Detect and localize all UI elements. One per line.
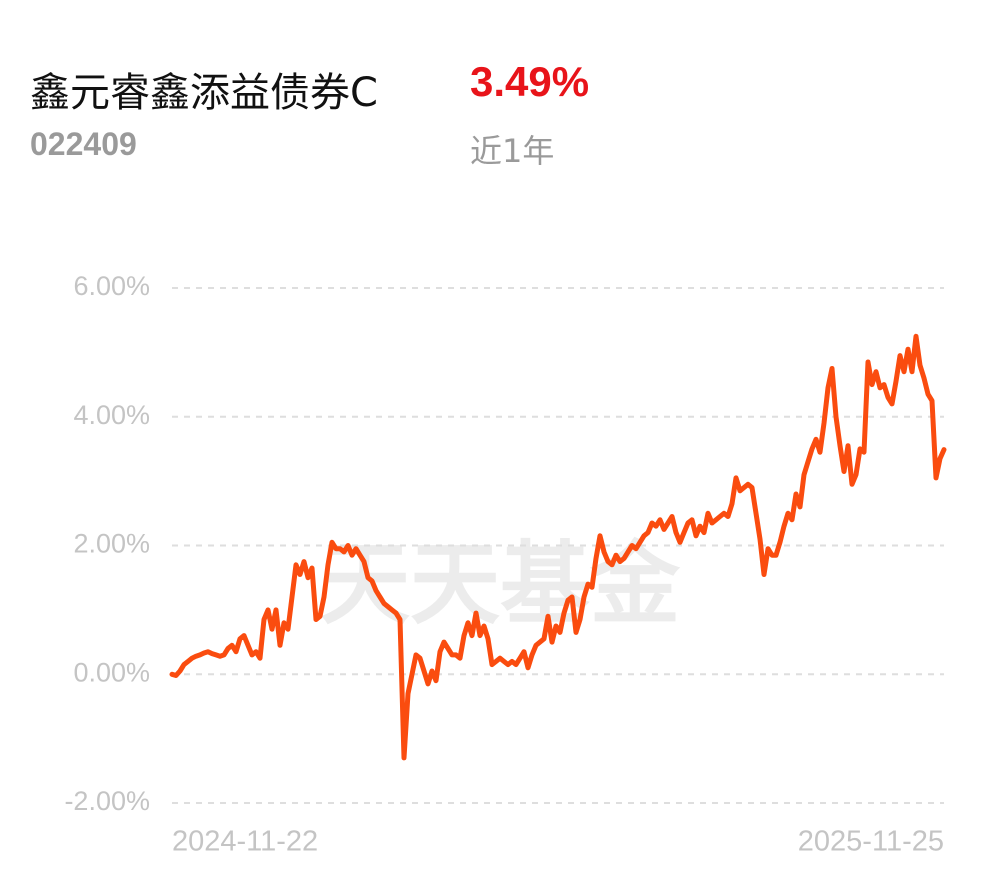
x-tick-label: 2024-11-22: [172, 826, 318, 858]
y-tick-label: -2.00%: [64, 786, 150, 816]
y-tick-label: 4.00%: [73, 400, 150, 430]
return-value: 3.49%: [470, 58, 590, 105]
fund-title: 鑫元睿鑫添益债券C: [30, 70, 378, 116]
data-line: [169, 333, 947, 761]
y-tick-label: 2.00%: [73, 529, 150, 559]
watermark: 天天基金: [320, 532, 681, 637]
y-tick-label: 0.00%: [73, 657, 150, 687]
x-tick-label: 2025-11-25: [798, 826, 944, 858]
fund-code: 022409: [30, 126, 137, 162]
period-label: 近1年: [470, 132, 555, 170]
y-tick-label: 6.00%: [73, 271, 150, 301]
